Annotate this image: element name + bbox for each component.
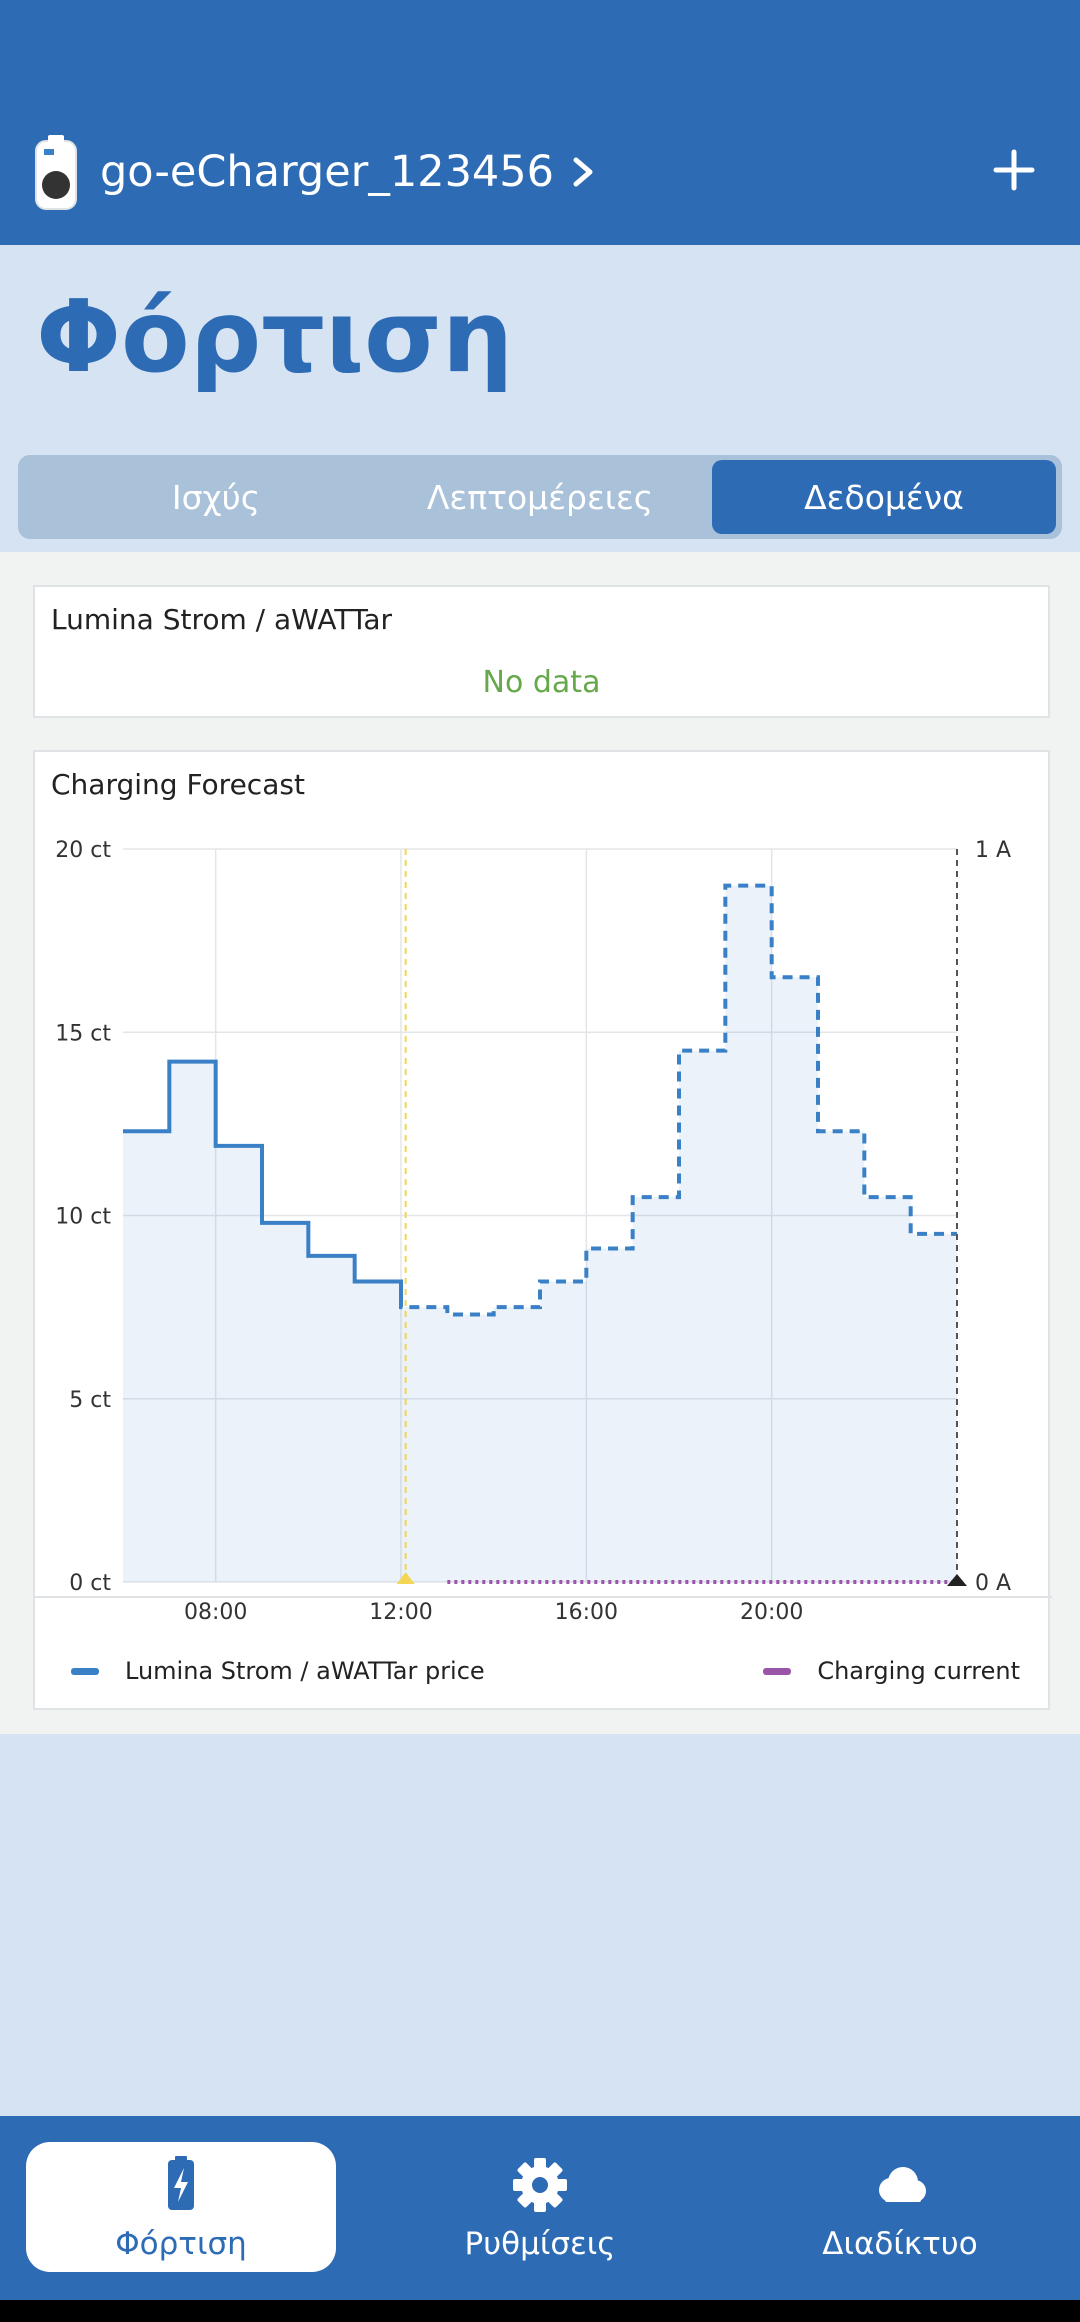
y-tick-label-left: 5 ct	[69, 1388, 111, 1413]
x-tick-label: 16:00	[555, 1600, 618, 1625]
system-nav-bar	[0, 2300, 1080, 2322]
now-marker-triangle	[396, 1572, 415, 1584]
price-card-title: Lumina Strom / aWATTar	[51, 603, 393, 636]
price-card: Lumina Strom / aWATTar No data	[33, 585, 1050, 718]
cloud-icon	[879, 2167, 926, 2202]
device-name: go-eCharger_123456	[100, 146, 554, 197]
x-tick-label: 20:00	[740, 1600, 803, 1625]
price-line-actual	[123, 1059, 403, 1308]
x-tick-label: 12:00	[369, 1600, 432, 1625]
nav-internet-label: Διαδίκτυο	[822, 2226, 978, 2262]
nav-settings-label: Ρυθμίσεις	[464, 2226, 616, 2262]
tab-details[interactable]: Λεπτομέρειες	[426, 477, 654, 517]
legend-price-swatch	[71, 1667, 99, 1675]
y-tick-label-right: 0 A	[975, 1571, 1011, 1596]
y-tick-label-left: 0 ct	[69, 1571, 111, 1596]
battery-charging-icon	[168, 2156, 194, 2210]
forecast-chart: 20 ct 15 ct 10 ct 5 ct 0 ct 1 A 0 A 08:00 12:00 1…	[35, 838, 1052, 1625]
y-tick-label-left: 20 ct	[55, 838, 111, 863]
tab-data[interactable]: Δεδομένα	[712, 460, 1056, 534]
plus-icon[interactable]	[992, 148, 1036, 192]
nav-charging[interactable]: Φόρτιση	[26, 2142, 336, 2272]
charger-device-icon	[35, 135, 77, 210]
price-area	[123, 885, 957, 1582]
x-tick-label: 08:00	[184, 1600, 247, 1625]
forecast-card: Charging Forecast 20 ct 15 ct 10 ct 5 ct 0 c…	[33, 750, 1052, 1710]
legend-charging-swatch	[763, 1667, 792, 1675]
device-selector[interactable]: go-eCharger_123456	[34, 132, 598, 212]
end-marker-triangle	[947, 1574, 967, 1586]
legend-charging[interactable]: Charging current	[763, 1657, 1020, 1685]
chevron-right-icon	[573, 157, 593, 187]
price-line-forecast	[399, 883, 957, 1317]
no-data-status: No data	[482, 665, 601, 700]
legend-price-label: Lumina Strom / aWATTar price	[125, 1657, 485, 1685]
page-title: Φόρτιση	[36, 278, 514, 395]
gear-icon	[513, 2158, 567, 2212]
nav-internet[interactable]: Διαδίκτυο	[745, 2142, 1055, 2272]
legend-price[interactable]: Lumina Strom / aWATTar price	[71, 1657, 485, 1685]
legend-charging-label: Charging current	[817, 1657, 1020, 1685]
tab-bar: Ισχύς Λεπτομέρειες Δεδομένα	[18, 455, 1062, 539]
y-tick-label-right: 1 A	[975, 838, 1011, 863]
tab-power[interactable]: Ισχύς	[171, 477, 261, 517]
nav-settings[interactable]: Ρυθμίσεις	[385, 2142, 695, 2272]
nav-charging-label: Φόρτιση	[115, 2226, 247, 2262]
y-tick-label-left: 15 ct	[55, 1021, 111, 1046]
app-header: go-eCharger_123456	[0, 0, 1080, 245]
y-tick-label-left: 10 ct	[55, 1205, 111, 1230]
forecast-card-title: Charging Forecast	[51, 768, 305, 801]
bottom-nav: Φόρτιση Ρυθμίσεις	[0, 2116, 1080, 2300]
